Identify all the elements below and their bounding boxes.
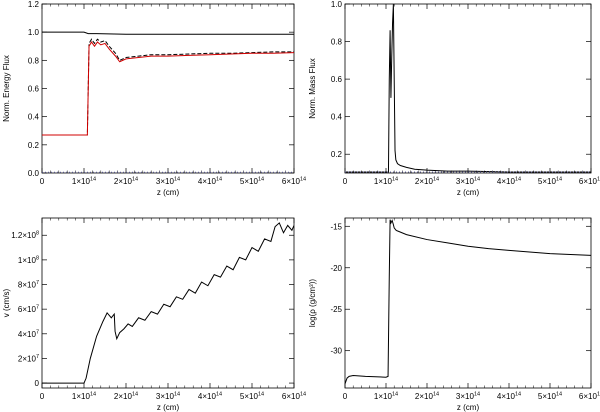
x-tick-label: 4×1014 [497,392,521,402]
y-tick-label: 2×107 [18,354,39,364]
x-tick-label: 1×1014 [72,177,96,187]
x-tick-label: 0 [343,177,348,186]
x-axis-label: z (cm) [457,403,480,412]
y-tick-label: 1.2×108 [11,231,39,241]
x-tick-label: 4×1014 [198,392,222,402]
x-axis-label: z (cm) [157,403,180,412]
panel-energy-flux: 0 1×1014 2×1014 3×1014 4×1014 5×1014 6×1014 0.0… [2,0,306,197]
y-tick-label: 0.8 [331,38,343,47]
x-tick-label: 3×1014 [156,177,180,187]
x-tick-label: 4×1014 [497,177,521,187]
x-tick-label: 2×1014 [114,177,138,187]
y-axis-label: log(ρ (g/cm³)) [308,279,317,327]
y-tick-label: 0.6 [28,85,40,94]
x-tick-label: 5×1014 [538,392,562,402]
series-line-0 [42,222,294,384]
y-tick-label: 0.2 [331,150,343,159]
y-tick-label: -30 [330,347,342,356]
y-tick-label: 0.6 [331,75,343,84]
x-tick-label: 1×1014 [72,392,96,402]
x-tick-label: 0 [343,392,348,401]
y-tick-label: 6×107 [18,305,39,315]
x-tick-label: 0 [40,177,45,186]
y-tick-label: 1.0 [331,0,343,9]
x-tick-label: 1×1014 [374,177,398,187]
y-tick-label: -25 [330,305,342,314]
x-axis-label: z (cm) [457,188,480,197]
y-tick-label: 0.2 [28,141,40,150]
y-tick-label: 4×107 [18,329,39,339]
y-tick-label: 0 [35,379,40,388]
series-line-0 [345,3,591,173]
plot-frame [41,3,295,174]
y-tick-label: -15 [330,222,342,231]
x-tick-label: 3×1014 [456,177,480,187]
series-line-2 [42,41,294,136]
y-tick-label: 8×107 [18,280,39,290]
series-line-1 [42,38,294,136]
panel-density: 0 1×1014 2×1014 3×1014 4×1014 5×1014 6×1014 -30… [308,217,600,412]
plot-frame [344,217,592,389]
x-tick-label: 3×1014 [456,392,480,402]
plot-frame [41,217,295,389]
y-axis-label: Norm. Mass Flux [308,58,317,118]
y-axis-label: v (cm/s) [2,288,11,317]
x-tick-label: 2×1014 [415,392,439,402]
y-axis-label: Norm. Energy Flux [2,55,11,122]
x-tick-label: 3×1014 [156,392,180,402]
plot-frame [344,3,592,174]
x-tick-label: 1×1014 [374,392,398,402]
y-tick-label: 0.0 [28,169,40,178]
y-tick-label: 1×108 [18,255,39,265]
y-tick-label: 1.0 [28,28,40,37]
x-tick-label: 6×1014 [282,392,306,402]
panel-mass-flux: 0 1×1014 2×1014 3×1014 4×1014 5×1014 6×1014 0.2… [308,0,600,197]
y-tick-label: 1.2 [28,0,40,9]
x-tick-label: 2×1014 [415,177,439,187]
panel-velocity: 0 1×1014 2×1014 3×1014 4×1014 5×1014 6×1014 0 2×… [2,217,306,412]
x-tick-label: 2×1014 [114,392,138,402]
x-tick-label: 4×1014 [198,177,222,187]
series-line-0 [345,219,591,385]
y-tick-label: 0.8 [28,56,40,65]
x-tick-label: 5×1014 [240,392,264,402]
x-tick-label: 5×1014 [240,177,264,187]
x-tick-label: 6×1014 [282,177,306,187]
x-tick-label: 6×1014 [579,392,600,402]
y-tick-label: 0.4 [28,113,40,122]
x-axis-label: z (cm) [157,188,180,197]
x-tick-label: 0 [40,392,45,401]
y-tick-label: -20 [330,264,342,273]
series-line-0 [42,31,294,35]
x-tick-label: 5×1014 [538,177,562,187]
x-tick-label: 6×1014 [579,177,600,187]
y-tick-label: 0.4 [331,113,343,122]
